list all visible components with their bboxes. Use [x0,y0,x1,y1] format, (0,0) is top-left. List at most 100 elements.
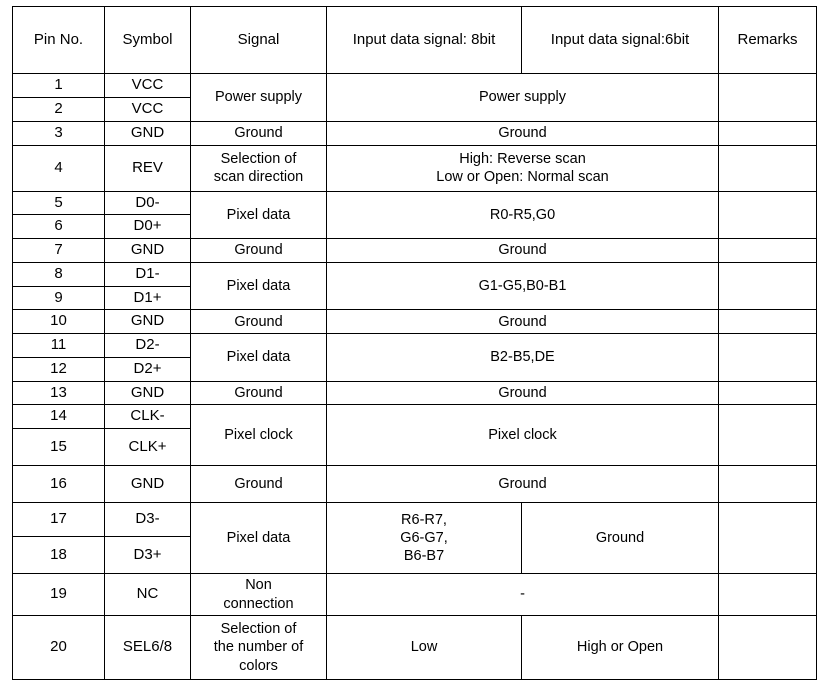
cell-pin-no: 10 [12,309,105,334]
table-row: 5 D0- Pixel data R0-R5,G0 [12,190,817,239]
document-page: Pin No. Symbol Signal Input data signal:… [12,0,817,680]
cell-pin-no: 17 [12,502,105,537]
cell-data-merged: High: Reverse scan Low or Open: Normal s… [326,144,719,192]
cell-signal: Ground [190,380,327,406]
cell-pin-no: 16 [12,465,105,503]
cell-remarks [718,333,817,382]
cell-signal: Ground [190,309,327,334]
cell-pin-no: 3 [12,120,105,146]
cell-data-8bit: R6-R7, G6-G7, B6-B7 [326,502,522,574]
cell-remarks [718,190,817,239]
table-row: 13 GND Ground Ground [12,380,817,406]
cell-symbol: SEL6/8 [104,615,191,680]
cell-symbol: D3+ [104,536,191,574]
cell-signal: Selection of the number of colors [190,615,327,680]
table-row: 18 D3+ [12,536,817,574]
cell-data-merged: Ground [326,238,719,263]
cell-signal: Ground [190,238,327,263]
cell-data-merged: Ground [326,120,719,146]
cell-symbol: D3- [104,502,191,537]
cell-data-merged: Pixel clock [326,404,719,466]
cell-data-merged: Power supply [326,73,719,122]
cell-signal: Pixel data [190,502,327,574]
cell-data-merged: Ground [326,309,719,334]
cell-symbol: D2+ [104,356,191,382]
cell-pin-no: 14 [12,404,105,429]
clipped-header-text [12,0,802,1]
cell-pin-no: 9 [12,285,105,311]
cell-pin-no: 19 [12,573,105,616]
cell-remarks [718,502,817,574]
cell-symbol: D1+ [104,285,191,311]
cell-remarks [718,309,817,334]
cell-pin-no: 5 [12,190,105,216]
cell-data-merged: G1-G5,B0-B1 [326,261,719,311]
cell-remarks [718,465,817,503]
table-row: 16 GND Ground Ground [12,465,817,503]
cell-signal: Ground [190,120,327,146]
cell-symbol: NC [104,573,191,616]
table-row: 7 GND Ground Ground [12,238,817,263]
cell-pin-no: 7 [12,238,105,263]
cell-data-merged: R0-R5,G0 [326,190,719,239]
cell-signal: Pixel data [190,333,327,382]
cell-signal: Pixel data [190,190,327,239]
cell-symbol: GND [104,238,191,263]
cell-remarks [718,380,817,406]
column-header-input-8bit: Input data signal: 8bit [326,6,522,74]
cell-symbol: VCC [104,97,191,122]
table-row: 6 D0+ [12,214,817,239]
cell-remarks [718,261,817,311]
cell-remarks [718,144,817,192]
cell-symbol: D2- [104,333,191,358]
cell-remarks [718,73,817,122]
table-row: 9 D1+ [12,285,817,311]
cell-signal: Pixel clock [190,404,327,466]
table-header-row: Pin No. Symbol Signal Input data signal:… [12,6,817,74]
cell-symbol: GND [104,380,191,406]
table-row: 11 D2- Pixel data B2-B5,DE [12,333,817,382]
table-row: 8 D1- Pixel data G1-G5,B0-B1 [12,261,817,311]
cell-data-6bit: Ground [521,502,719,574]
cell-pin-no: 6 [12,214,105,239]
table-row: 3 GND Ground Ground [12,120,817,146]
cell-symbol: VCC [104,73,191,98]
cell-symbol: GND [104,309,191,334]
cell-signal: Power supply [190,73,327,122]
table-row: 1 VCC Power supply Power supply [12,73,817,122]
cell-data-8bit: Low [326,615,522,680]
cell-pin-no: 2 [12,97,105,122]
cell-data-merged: Ground [326,465,719,503]
cell-pin-no: 4 [12,144,105,192]
cell-remarks [718,238,817,263]
cell-data-merged: - [326,573,719,616]
cell-symbol: CLK- [104,404,191,429]
cell-signal: Non connection [190,573,327,616]
cell-signal: Pixel data [190,261,327,311]
cell-pin-no: 1 [12,73,105,98]
cell-remarks [718,573,817,616]
column-header-remarks: Remarks [718,6,817,74]
column-header-signal: Signal [190,6,327,74]
column-header-pin-no: Pin No. [12,6,105,74]
cell-symbol: D1- [104,261,191,287]
cell-data-6bit: High or Open [521,615,719,680]
table-row: 20 SEL6/8 Selection of the number of col… [12,615,817,680]
cell-signal: Selection of scan direction [190,144,327,192]
table-row: 19 NC Non connection - [12,573,817,616]
cell-symbol: CLK+ [104,428,191,466]
cell-remarks [718,120,817,146]
cell-symbol: GND [104,465,191,503]
column-header-input-6bit: Input data signal:6bit [521,6,719,74]
cell-remarks [718,615,817,680]
cell-remarks [718,404,817,466]
cell-symbol: GND [104,120,191,146]
cell-symbol: REV [104,144,191,192]
cell-data-merged: Ground [326,380,719,406]
cell-symbol: D0- [104,190,191,216]
cell-data-merged: B2-B5,DE [326,333,719,382]
table-row: 14 CLK- Pixel clock Pixel clock [12,404,817,466]
cell-pin-no: 20 [12,615,105,680]
table-row: 10 GND Ground Ground [12,309,817,334]
cell-pin-no: 13 [12,380,105,406]
